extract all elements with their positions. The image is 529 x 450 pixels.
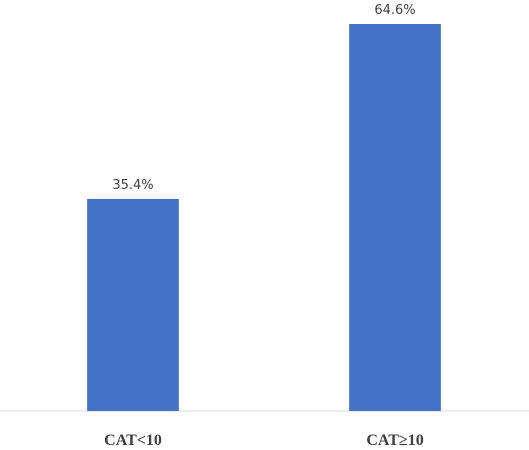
x-tick-label: CAT<10 <box>104 432 162 449</box>
value-label: 35.4% <box>112 178 153 193</box>
x-tick-label: CAT≥10 <box>366 432 423 449</box>
bar <box>349 24 441 411</box>
bar <box>87 198 179 411</box>
value-label: 64.6% <box>374 3 415 18</box>
